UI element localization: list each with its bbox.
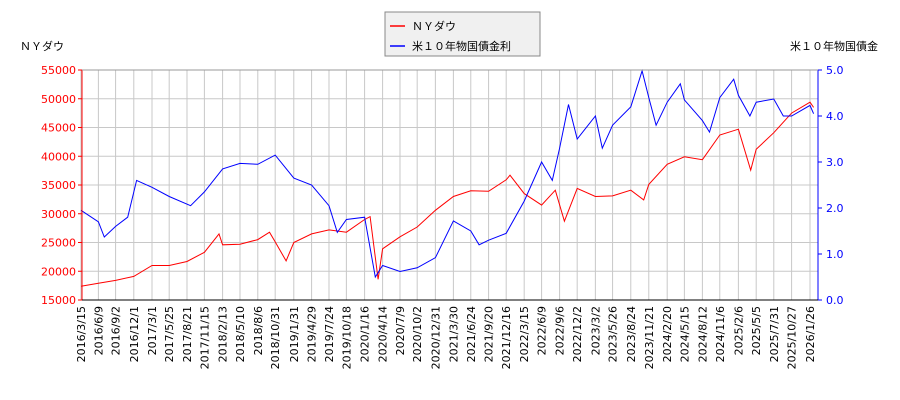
left-tick-label: 35000 <box>41 179 76 192</box>
x-tick-label: 2017/8/21 <box>181 306 194 362</box>
x-tick-label: 2024/8/12 <box>696 306 709 362</box>
right-tick-label: 2.0 <box>826 202 844 215</box>
left-tick-label: 25000 <box>41 237 76 250</box>
x-tick-label: 2023/5/26 <box>607 306 620 362</box>
x-tick-label: 2020/7/9 <box>394 306 407 355</box>
x-tick-label: 2021/6/24 <box>465 306 478 362</box>
right-tick-label: 1.0 <box>826 248 844 261</box>
x-tick-label: 2024/11/6 <box>714 306 727 362</box>
x-tick-label: 2016/6/9 <box>92 306 105 355</box>
x-tick-label: 2021/9/20 <box>483 306 496 362</box>
x-tick-label: 2024/2/20 <box>661 306 674 362</box>
x-tick-label: 2018/8/6 <box>252 306 265 355</box>
x-tick-label: 2020/1/16 <box>359 306 372 362</box>
x-tick-label: 2020/12/31 <box>429 306 442 369</box>
legend-label: ＮＹダウ <box>412 19 456 33</box>
x-tick-label: 2022/6/9 <box>536 306 549 355</box>
x-tick-label: 2018/2/13 <box>217 306 230 362</box>
x-tick-label: 2022/12/2 <box>571 306 584 362</box>
x-tick-label: 2025/10/27 <box>786 306 799 369</box>
legend-label: 米１０年物国債金利 <box>412 39 511 53</box>
yield-series-line <box>80 69 815 279</box>
left-tick-label: 20000 <box>41 265 76 278</box>
x-tick-label: 2019/10/18 <box>340 306 353 369</box>
right-tick-label: 5.0 <box>826 64 844 77</box>
x-tick-label: 2020/10/2 <box>411 306 424 362</box>
right-tick-label: 4.0 <box>826 110 844 123</box>
x-tick-label: 2017/3/1 <box>146 306 159 355</box>
legend-box <box>384 11 541 57</box>
dow-series-line <box>80 101 815 287</box>
x-tick-label: 2019/7/24 <box>323 306 336 362</box>
x-tick-label: 2019/4/29 <box>306 306 319 362</box>
x-tick-label: 2024/5/15 <box>678 306 691 362</box>
x-tick-label: 2017/5/25 <box>163 306 176 362</box>
x-tick-label: 2019/1/31 <box>288 306 301 362</box>
left-tick-label: 45000 <box>41 122 76 135</box>
x-tick-label: 2016/3/15 <box>75 306 88 362</box>
x-tick-label: 2025/5/5 <box>750 306 763 355</box>
x-tick-label: 2018/5/10 <box>234 306 247 362</box>
x-tick-label: 2023/11/21 <box>643 306 656 369</box>
x-tick-label: 2016/12/1 <box>128 306 141 362</box>
x-tick-label: 2017/11/15 <box>198 306 211 369</box>
x-tick-label: 2026/1/26 <box>804 306 817 362</box>
left-tick-label: 30000 <box>41 208 76 221</box>
x-tick-label: 2021/12/16 <box>500 306 513 369</box>
x-tick-label: 2025/2/6 <box>732 306 745 355</box>
right-tick-label: 0.0 <box>826 294 844 307</box>
right-tick-label: 3.0 <box>826 156 844 169</box>
x-tick-label: 2023/8/24 <box>625 306 638 362</box>
x-tick-label: 2016/9/2 <box>110 306 123 355</box>
left-tick-label: 55000 <box>41 64 76 77</box>
x-tick-label: 2020/4/14 <box>377 306 390 362</box>
right-axis-title: 米１０年物国債金 <box>790 39 878 53</box>
x-tick-label: 2025/7/31 <box>768 306 781 362</box>
x-tick-label: 2018/10/31 <box>269 306 282 369</box>
x-tick-label: 2021/3/30 <box>447 306 460 362</box>
left-tick-label: 15000 <box>41 294 76 307</box>
left-tick-label: 50000 <box>41 93 76 106</box>
left-tick-label: 40000 <box>41 150 76 163</box>
left-axis-title: ＮＹダウ <box>20 39 64 53</box>
x-tick-label: 2023/3/2 <box>589 306 602 355</box>
x-tick-label: 2022/9/6 <box>554 306 567 355</box>
x-tick-label: 2022/3/15 <box>518 306 531 362</box>
